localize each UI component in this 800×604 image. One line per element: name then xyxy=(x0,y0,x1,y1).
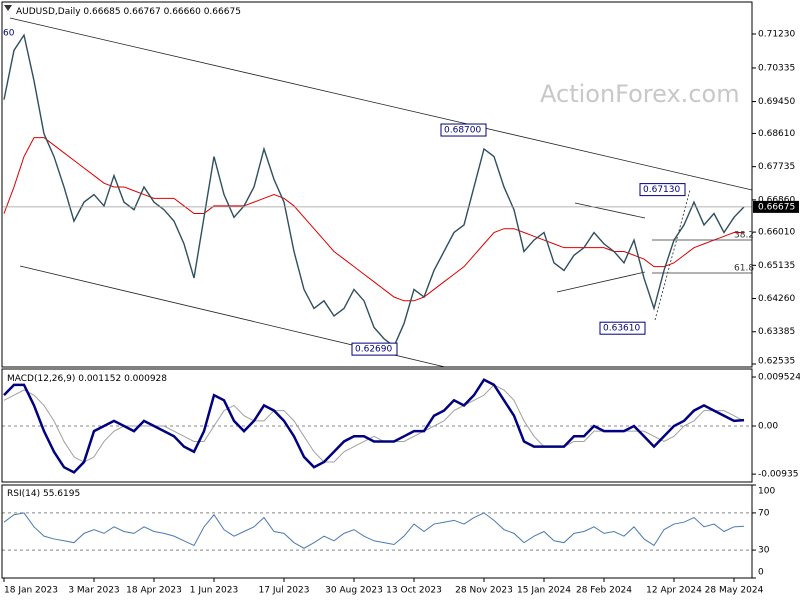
y-tick-label: 30 xyxy=(758,546,770,556)
annotation-box xyxy=(440,123,487,137)
annotation-label: 0.68700 xyxy=(444,126,481,136)
rsi-header: RSI(14) 55.6195 xyxy=(7,489,80,499)
y-tick-label: 0.009524 xyxy=(758,373,800,383)
x-tick-label: 13 Oct 2023 xyxy=(386,586,442,596)
annotation-box xyxy=(639,183,686,197)
menu-icon xyxy=(4,5,12,11)
indicator: MACD(12,26,9) xyxy=(7,374,75,384)
series-line xyxy=(3,512,745,549)
x-tick-label: 15 Jan 2024 xyxy=(517,586,571,596)
y-tick-label: 70 xyxy=(758,508,770,518)
y-tick-label: 0.63385 xyxy=(758,327,795,337)
panel-frame xyxy=(1,484,753,579)
x-tick-label: 18 Apr 2023 xyxy=(126,586,182,596)
price-header: AUDUSD,Daily 0.66685 0.66767 0.66660 0.6… xyxy=(16,7,241,17)
y-tick-label: 0.62535 xyxy=(758,357,795,367)
annotation-label: 0.67130 xyxy=(643,185,680,195)
annotation-label: 0.63610 xyxy=(603,324,640,334)
y-tick-label: -0.00935 xyxy=(758,470,798,480)
y-tick-label: 0.67735 xyxy=(758,162,795,172)
triangle-lower xyxy=(556,271,646,293)
y-tick-label: 0.66860 xyxy=(758,195,795,205)
macd-value: 0.001152 xyxy=(78,374,121,384)
indicator: RSI(14) xyxy=(7,489,40,499)
annotation-label: 0.62690 xyxy=(355,345,392,355)
fib-label: 61.8 xyxy=(734,264,754,274)
clipped-label: 60 xyxy=(3,29,15,39)
x-tick-label: 1 Jun 2023 xyxy=(190,586,238,596)
x-tick-label: 30 Aug 2023 xyxy=(325,586,383,596)
y-tick-label: 0.69450 xyxy=(758,97,795,107)
quote: 0.66767 xyxy=(124,7,161,17)
y-tick-label: 100 xyxy=(758,487,775,497)
y-tick-label: 0.68610 xyxy=(758,129,795,139)
current-price-box xyxy=(753,200,799,213)
watermark: ActionForex.com xyxy=(540,80,740,108)
quote: 0.66685 xyxy=(83,7,120,17)
fib-label: 38.2 xyxy=(734,231,754,241)
x-tick-label: 28 Feb 2024 xyxy=(576,586,632,596)
x-tick-label: 18 Jan 2023 xyxy=(4,586,58,596)
annotation-box xyxy=(351,342,398,356)
signal-value: 0.000928 xyxy=(124,374,167,384)
y-tick-label: 0.66010 xyxy=(758,228,795,238)
panel-frame xyxy=(1,1,753,368)
y-tick-label: 0.65135 xyxy=(758,261,795,271)
annotation-box xyxy=(599,321,646,335)
x-tick-label: 28 May 2024 xyxy=(705,586,764,596)
y-tick-label: 0 xyxy=(758,568,764,578)
x-tick-label: 3 Mar 2023 xyxy=(68,586,119,596)
quote: 0.66675 xyxy=(204,7,241,17)
x-tick-label: 28 Nov 2023 xyxy=(455,586,513,596)
series-line xyxy=(3,378,745,474)
wave-line xyxy=(654,189,691,321)
rsi-value: 55.6195 xyxy=(43,489,80,499)
triangle-upper xyxy=(574,202,646,219)
moving-average xyxy=(3,137,744,302)
quote: 0.66660 xyxy=(164,7,201,17)
macd-header: MACD(12,26,9) 0.001152 0.000928 xyxy=(7,374,167,384)
channel-upper xyxy=(9,17,753,191)
y-tick-label: 0.71230 xyxy=(758,30,795,40)
panel-frame xyxy=(1,368,753,483)
x-tick-label: 17 Jul 2023 xyxy=(259,586,310,596)
y-tick-label: 0.64260 xyxy=(758,294,795,304)
series-line xyxy=(3,33,745,348)
symbol: AUDUSD,Daily xyxy=(16,7,81,17)
x-tick-label: 12 Apr 2024 xyxy=(646,586,702,596)
y-tick-label: 0.70335 xyxy=(758,63,795,73)
y-tick-label: 0.00 xyxy=(758,422,778,432)
current-price-label: 0.66675 xyxy=(758,202,795,212)
